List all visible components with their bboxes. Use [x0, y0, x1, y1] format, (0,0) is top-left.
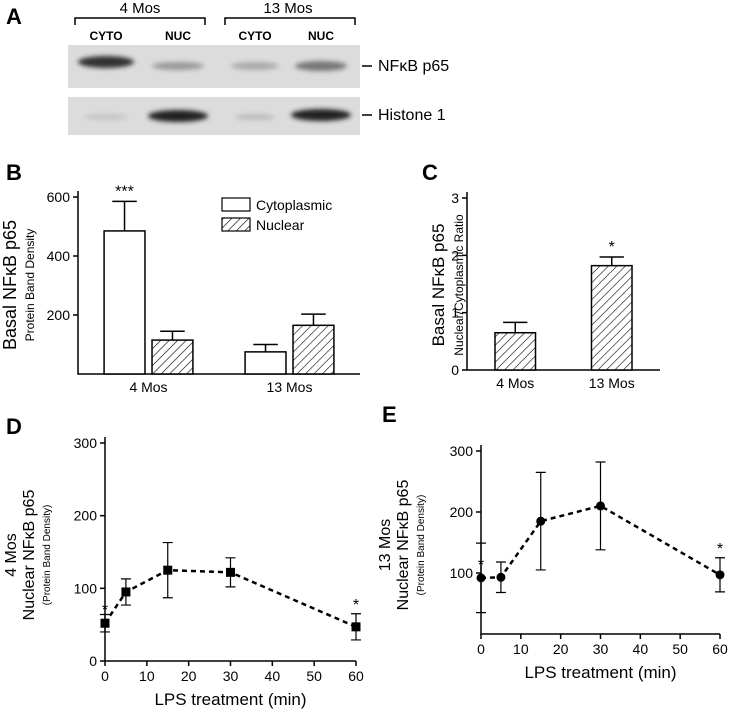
significance: *	[478, 557, 484, 574]
marker	[163, 565, 173, 575]
x-tick-label: 0	[477, 641, 485, 657]
x-tick-label: 10	[139, 668, 155, 684]
band-label: Histone 1	[378, 107, 446, 124]
x-tick-label: 40	[265, 668, 281, 684]
x-tick-label: 30	[223, 668, 239, 684]
axis	[104, 437, 356, 662]
blot: 4 Mos 13 Mos CYTO NUC CYTO NUC NFκB p65 …	[68, 0, 449, 135]
marker	[476, 573, 486, 583]
x-tick-label: 50	[306, 668, 322, 684]
y-tick-label: 300	[74, 435, 98, 451]
marker	[496, 572, 506, 582]
x-axis-label: LPS treatment (min)	[524, 663, 676, 682]
bar	[494, 331, 537, 371]
line	[480, 504, 721, 580]
y-tick-label: 3	[451, 190, 459, 206]
legend-label: Cytoplasmic	[256, 197, 332, 213]
y-axis-label: 13 Mos	[377, 519, 394, 571]
y-axis-label: Protein Band Density	[23, 229, 37, 342]
y-tick-label: 200	[74, 508, 98, 524]
marker	[100, 618, 110, 628]
y-axis-label: Nuclear NFκB p65	[21, 490, 38, 621]
y-tick-label: 1	[451, 305, 459, 321]
panel-label: E	[382, 402, 397, 427]
lane-label: NUC	[308, 29, 334, 43]
y-tick-label: 100	[450, 565, 474, 581]
y-axis-label: Basal NFκB p65	[429, 224, 448, 347]
significance: *	[609, 239, 615, 256]
y-tick-label: 0	[451, 362, 459, 378]
bar	[103, 230, 146, 375]
marker	[596, 501, 605, 511]
significance: *	[717, 541, 723, 558]
group-label: 13 Mos	[263, 0, 312, 17]
bar	[151, 339, 194, 375]
x-tick-label: 20	[553, 641, 569, 657]
y-axis-label: Nuclear NFκB p65	[395, 480, 412, 611]
y-tick-label: 300	[450, 443, 474, 459]
x-tick-label: 60	[348, 668, 364, 684]
marker	[121, 587, 131, 597]
lane-label: CYTO	[89, 29, 122, 43]
panel-label: A	[6, 4, 22, 29]
significance: ***	[115, 183, 134, 200]
significance: *	[102, 602, 108, 619]
marker	[226, 567, 235, 577]
y-tick-label: 0	[89, 653, 97, 669]
bar	[292, 324, 335, 375]
group-label: 4 Mos	[120, 0, 161, 17]
y-axis-label: (Protein Band Density)	[416, 495, 427, 596]
y-tick-label: 100	[74, 580, 98, 596]
y-axis-label: Nuclear/Cytoplasmic Ratio	[452, 214, 466, 356]
y-axis-label: 4 Mos	[3, 533, 20, 577]
x-tick-label: 4 Mos	[496, 375, 534, 391]
y-tick-label: 2	[451, 247, 459, 263]
y-axis-label: (Protein Band Density)	[42, 505, 53, 606]
x-tick-label: 60	[712, 641, 728, 657]
x-tick-label: 0	[101, 668, 109, 684]
x-tick-label: 50	[672, 641, 688, 657]
panel-label: C	[422, 160, 438, 185]
panel-label: B	[6, 160, 22, 185]
x-tick-label: 30	[593, 641, 609, 657]
band-label: NFκB p65	[378, 58, 449, 75]
significance: *	[353, 597, 359, 614]
x-tick-label: 13 Mos	[267, 379, 313, 395]
bar	[244, 351, 287, 375]
marker	[536, 516, 546, 526]
legend-swatch	[221, 217, 251, 232]
marker	[715, 570, 725, 580]
lane-label: CYTO	[238, 29, 271, 43]
y-tick-label: 200	[450, 504, 474, 520]
legend-label: Nuclear	[256, 217, 305, 233]
bar	[590, 264, 633, 371]
x-tick-label: 10	[513, 641, 529, 657]
x-tick-label: 20	[181, 668, 197, 684]
y-axis-label: Basal NFκB p65	[0, 220, 20, 350]
panel-label: D	[6, 414, 22, 439]
legend-swatch	[221, 197, 251, 212]
y-tick-label: 400	[47, 248, 71, 264]
y-tick-label: 200	[47, 307, 71, 323]
marker	[351, 622, 361, 632]
x-tick-label: 13 Mos	[589, 375, 635, 391]
lane-label: NUC	[165, 29, 191, 43]
x-tick-label: 4 Mos	[129, 379, 167, 395]
x-axis-label: LPS treatment (min)	[154, 690, 306, 709]
x-tick-label: 40	[633, 641, 649, 657]
y-tick-label: 600	[47, 189, 71, 205]
bracket	[74, 17, 356, 25]
